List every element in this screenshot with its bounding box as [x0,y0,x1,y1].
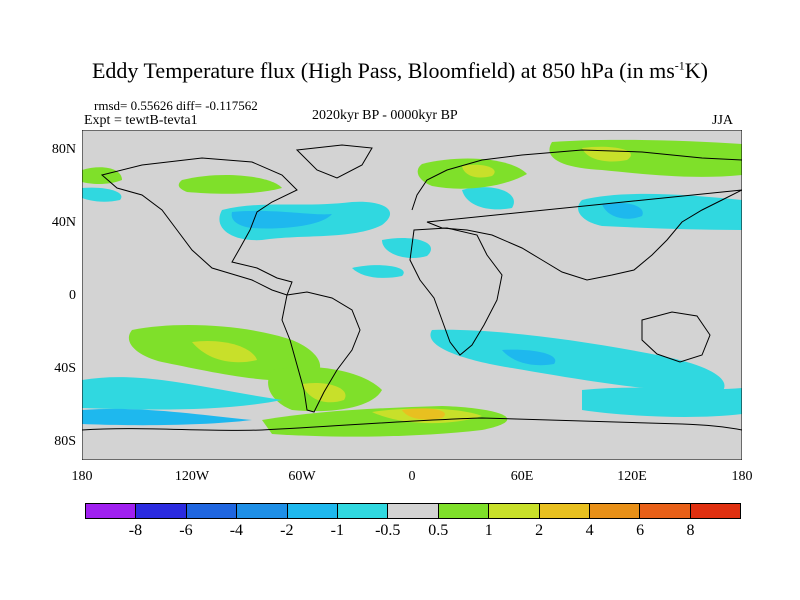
chart-title: Eddy Temperature flux (High Pass, Bloomf… [91,58,708,83]
colorbar-swatch [86,504,137,518]
colorbar-swatch [438,504,490,518]
experiment-label: Expt = tewtB-tevta1 [84,113,198,128]
coast-antarctica [82,417,742,431]
colorbar-label: -4 [229,522,244,539]
field-nh-blue-pacific [602,202,643,219]
field-nh-blue-atlantic [231,210,332,229]
y-tick-80s: 80S [54,434,76,449]
x-tick-60e: 60E [510,469,534,484]
colorbar-swatch [589,504,641,518]
x-tick-120e: 120E [617,469,647,484]
colorbar-swatch [640,504,691,518]
colorbar-label: 8 [686,522,695,539]
colorbar-label: 2 [535,522,544,539]
anomaly-fields-south [82,325,742,437]
colorbar-label: 4 [585,522,594,539]
field-sh-cyan-south-indian [582,387,742,417]
y-tick-40n: 40N [51,215,76,230]
field-nh-cyan-pacific [578,193,742,230]
period-label: 2020kyr BP - 0000kyr BP [312,108,458,123]
field-nh-yellow-scand [462,164,495,178]
colorbar-swatch [337,504,389,518]
colorbar-swatch [690,504,741,518]
field-sh-cyan-coast [82,408,252,426]
season-label: JJA [712,113,734,128]
colorbar-label: -2 [280,522,294,539]
anomaly-fields [82,139,742,278]
x-tick-120w: 120W [174,469,210,484]
y-tick-80n: 80N [51,142,76,157]
coastlines [82,144,742,431]
colorbar-swatch [489,504,540,518]
x-tick-0: 0 [408,469,416,484]
coast-greenland [295,144,373,179]
field-nh-cyan-alaska [82,187,122,202]
colorbar-label: -6 [179,522,193,539]
colorbar-swatch [136,504,187,518]
colorbar-label: 6 [636,522,645,539]
y-tick-0: 0 [69,288,76,303]
colorbar-label: -0.5 [375,522,401,539]
field-nh-cyan-europe [462,187,514,210]
coast-north-america [100,157,298,296]
x-tick-60w: 60W [288,469,316,484]
coast-africa [409,227,503,356]
x-tick-180w: 180 [71,469,93,484]
colorbar-swatch [237,504,288,518]
y-tick-40s: 40S [54,361,76,376]
colorbar-label: -1 [330,522,344,539]
colorbar-label: -8 [128,522,143,539]
coast-europe-asia [411,149,742,281]
colorbar-swatch [287,504,338,518]
colorbar-swatch [186,504,238,518]
field-nh-cyan-atl-mid [382,237,431,259]
coast-south-america [281,291,361,413]
colorbar [85,503,741,519]
map-plot [82,130,742,460]
field-sh-yellow-pacific [192,340,257,363]
x-tick-180e: 180 [731,469,753,484]
field-sh-blue-indian [502,349,556,366]
field-nh-green-canada [178,174,282,194]
field-sh-orange-antarctic [402,408,445,420]
colorbar-label: 1 [484,522,493,539]
colorbar-swatch [539,504,590,518]
colorbar-swatch [388,504,439,518]
field-sh-cyan-indian [430,329,725,393]
field-nh-cyan-africa [352,265,404,278]
coast-australia [641,311,711,363]
stats-label: rmsd= 0.55626 diff= -0.117562 [94,98,258,113]
colorbar-label: 0.5 [428,522,449,539]
field-sh-cyan-band [82,377,282,410]
